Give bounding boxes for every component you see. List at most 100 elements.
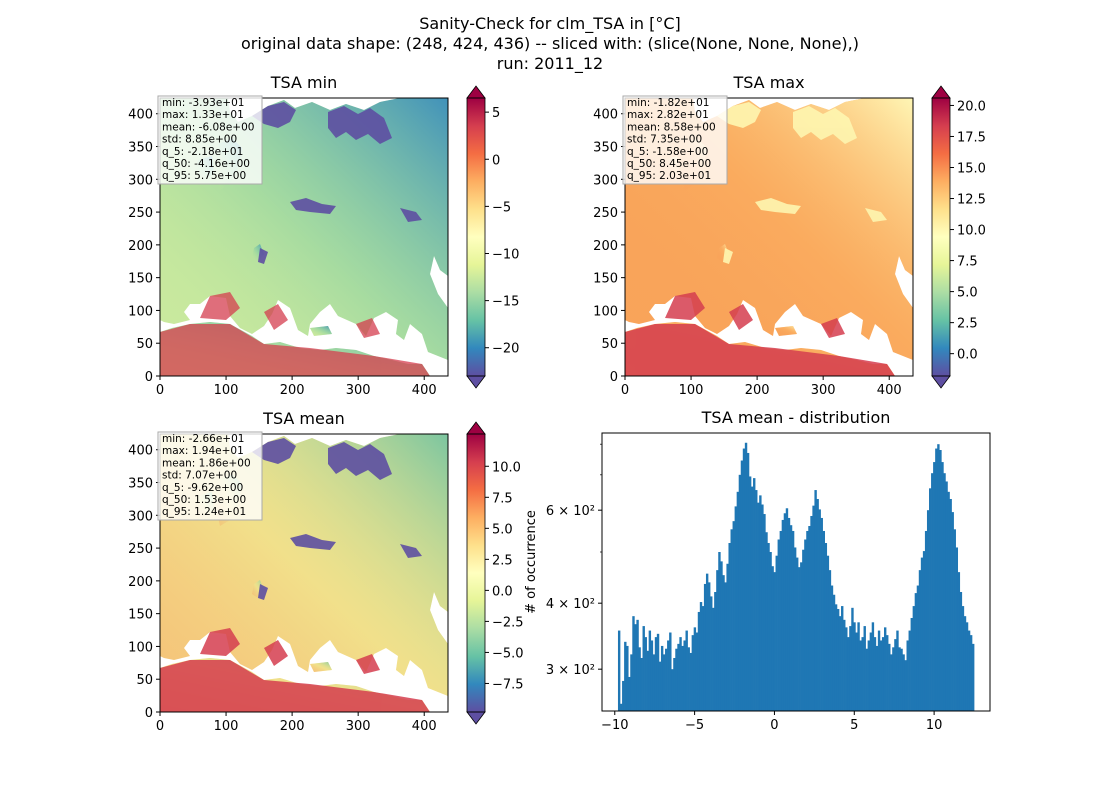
histogram-bar xyxy=(806,530,809,711)
histogram-bar xyxy=(947,491,950,711)
histogram-bar xyxy=(798,567,801,711)
histogram-bar xyxy=(908,630,911,711)
histogram-bar xyxy=(738,474,742,711)
histogram-bar xyxy=(920,557,924,711)
axes-frame xyxy=(601,432,991,712)
y-tick-label: 300 xyxy=(128,173,153,188)
histogram-bar xyxy=(779,530,783,711)
histogram-bar xyxy=(873,637,877,711)
y-tick-label: 4 × 10² xyxy=(546,597,595,612)
colorbar-tick-label: 0.0 xyxy=(492,584,513,599)
colorbar-tick-label: 15.0 xyxy=(957,162,986,177)
colorbar-tick-label: 2.5 xyxy=(492,553,513,568)
histogram-bar xyxy=(965,622,969,711)
histogram-bar xyxy=(689,652,692,711)
y-tick-label: 50 xyxy=(136,673,153,688)
panel-title: TSA mean - distribution xyxy=(701,408,891,427)
histogram-bar xyxy=(867,640,871,711)
colorbar-tick-label: 7.5 xyxy=(957,255,978,270)
histogram-bar xyxy=(662,654,666,711)
stats-line: min: -3.93e+01 xyxy=(162,97,244,109)
stats-line: q_50: 1.53e+00 xyxy=(162,494,246,506)
histogram-bar xyxy=(710,596,713,711)
colorbar-tick-label: 20.0 xyxy=(957,99,986,114)
histogram-bar xyxy=(777,539,780,711)
y-tick-label: 100 xyxy=(128,304,153,319)
histogram-bar xyxy=(724,582,727,711)
y-tick-label: 350 xyxy=(128,477,153,492)
histogram-bar xyxy=(722,575,725,711)
histogram-bar xyxy=(716,570,719,711)
histogram-bar xyxy=(699,602,703,711)
x-tick-label: −10 xyxy=(601,718,628,733)
histogram-bar xyxy=(933,462,936,711)
histogram-bar xyxy=(853,622,856,711)
x-tick-label: 300 xyxy=(346,383,371,398)
histogram-bar xyxy=(879,640,883,711)
histogram-bar xyxy=(845,627,848,711)
histogram-bar xyxy=(830,585,834,711)
x-tick-label: 200 xyxy=(280,719,305,734)
histogram-bar xyxy=(691,635,695,711)
x-tick-label: −5 xyxy=(685,718,704,733)
histogram-bar xyxy=(832,594,836,711)
y-tick-label: 150 xyxy=(593,272,618,287)
histogram-bar xyxy=(740,460,744,711)
histogram-bar xyxy=(742,448,746,711)
colorbar: 10.0 7.5 5.0 2.5 0.0 −2.5 −5.0 −7.5 xyxy=(466,421,524,725)
y-tick-label: 200 xyxy=(593,239,618,254)
histogram-bar xyxy=(886,635,889,711)
colorbar-tick-label: 5 xyxy=(492,106,500,121)
histogram-bar xyxy=(849,626,852,711)
histogram-bar xyxy=(677,643,680,711)
stats-line: mean: -6.08e+00 xyxy=(162,121,254,133)
histogram-bar xyxy=(822,530,825,711)
stats-line: mean: 1.86e+00 xyxy=(162,457,251,469)
colorbar-tick-label: 5.0 xyxy=(957,286,978,301)
histogram-bar xyxy=(918,570,922,711)
colorbar-tick-label: −5.0 xyxy=(492,646,524,661)
x-tick-label: 0 xyxy=(770,718,778,733)
histogram-bar xyxy=(857,622,860,711)
histogram-bar xyxy=(796,557,799,711)
histogram-bar xyxy=(931,473,934,711)
histogram-bar xyxy=(746,452,750,711)
histogram-bar xyxy=(634,624,637,711)
histogram-bar xyxy=(826,555,830,711)
histogram-bar xyxy=(783,513,787,711)
figure-title-line: run: 2011_12 xyxy=(497,54,603,74)
histogram-bar xyxy=(654,637,658,711)
y-tick-label: 0 xyxy=(145,370,153,385)
x-tick-label: 300 xyxy=(346,719,371,734)
histogram-bar xyxy=(836,608,840,711)
histogram-bar xyxy=(791,530,795,711)
colorbar: 5 0 −5 −10 −15 −20 xyxy=(466,85,519,389)
figure-title-line: original data shape: (248, 424, 436) -- … xyxy=(241,34,859,53)
histogram-bar xyxy=(935,448,938,711)
histogram-bar xyxy=(812,505,815,711)
y-tick-label: 400 xyxy=(128,108,153,123)
histogram-bar xyxy=(902,654,905,711)
histogram-bar xyxy=(916,585,920,711)
histogram-bar xyxy=(910,617,913,711)
stats-line: min: -1.82e+01 xyxy=(627,97,709,109)
histogram-bar xyxy=(816,498,819,711)
histogram-bar xyxy=(753,478,756,711)
axes-frame xyxy=(624,97,914,377)
histogram-bar xyxy=(951,512,954,711)
histogram-bar xyxy=(712,607,715,711)
y-tick-label: 400 xyxy=(593,108,618,123)
histogram-bar xyxy=(687,647,690,711)
histogram-bar xyxy=(963,616,967,711)
histogram-bar xyxy=(759,495,762,711)
y-tick-label: 350 xyxy=(593,141,618,156)
histogram-bar xyxy=(924,530,928,711)
histogram-bar xyxy=(922,551,926,711)
x-tick-label: 0 xyxy=(621,383,629,398)
histogram-bar xyxy=(763,514,766,711)
histogram-bar xyxy=(730,529,733,711)
y-tick-label: 0 xyxy=(610,370,618,385)
